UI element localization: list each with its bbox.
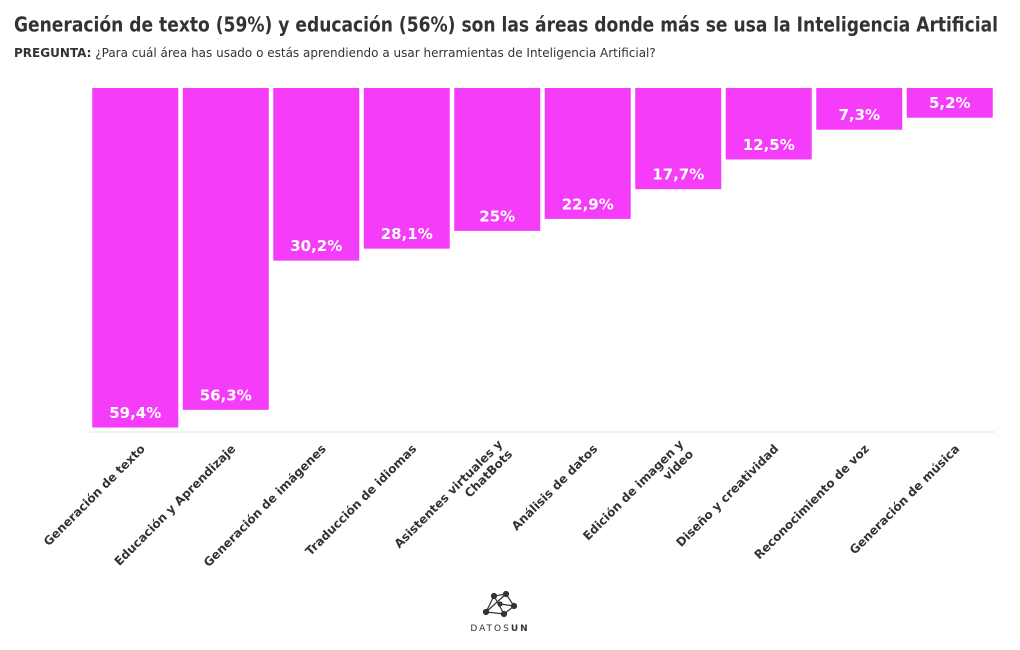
bar [273, 88, 360, 261]
bar [725, 88, 812, 160]
value-label: 5,2% [929, 94, 971, 112]
value-label: 56,3% [200, 386, 252, 404]
subtitle: PREGUNTA: ¿Para cuál área has usado o es… [14, 46, 656, 60]
bar [182, 88, 269, 410]
bar [816, 88, 903, 130]
logo-bold: UN [511, 624, 530, 634]
bar [454, 88, 541, 231]
value-label: 7,3% [838, 106, 880, 124]
logo [482, 590, 518, 618]
x-tick-label: Generación de texto [41, 442, 148, 549]
x-tick-label: Análisis de datos [509, 442, 601, 534]
subtitle-text: ¿Para cuál área has usado o estás aprend… [95, 46, 655, 60]
value-label: 30,2% [290, 237, 342, 255]
bar [635, 88, 722, 190]
value-label: 22,9% [562, 195, 614, 213]
value-label: 17,7% [652, 166, 704, 184]
bar [906, 88, 993, 118]
chart-title: Generación de texto (59%) y educación (5… [14, 13, 998, 37]
bar [363, 88, 450, 249]
subtitle-label: PREGUNTA: [14, 46, 91, 60]
logo-text: DATOSUN [470, 624, 529, 634]
value-label: 12,5% [743, 136, 795, 154]
value-label: 25% [479, 207, 515, 225]
logo-light: DATOS [470, 624, 511, 634]
bar [544, 88, 631, 219]
value-label: 28,1% [381, 225, 433, 243]
bar [92, 88, 179, 428]
value-label: 59,4% [109, 404, 161, 422]
